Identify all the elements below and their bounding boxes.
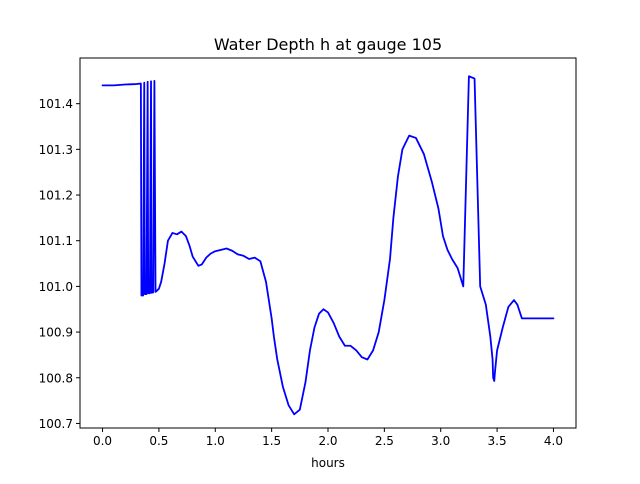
y-tick-label: 100.7 — [39, 417, 73, 431]
y-tick-label: 101.3 — [39, 143, 73, 157]
y-tick-label: 100.9 — [39, 326, 73, 340]
x-axis: 0.0 0.5 1.0 1.5 2.0 2.5 3.0 3.5 4.0 — [93, 428, 563, 448]
x-tick-label: 0.0 — [93, 434, 112, 448]
data-marks — [101, 75, 555, 416]
x-tick-label: 2.0 — [318, 434, 337, 448]
x-tick-label: 3.0 — [431, 434, 450, 448]
chart-title: Water Depth h at gauge 105 — [214, 35, 442, 54]
y-tick-label: 101.0 — [39, 280, 73, 294]
y-tick-label: 101.4 — [39, 97, 73, 111]
series-line — [101, 75, 555, 416]
y-tick-label: 101.2 — [39, 189, 73, 203]
x-tick-label: 1.5 — [262, 434, 281, 448]
x-axis-label: hours — [311, 456, 345, 470]
plot-frame — [79, 57, 577, 429]
y-axis: 100.7 100.8 100.9 101.0 101.1 101.2 101.3 101.4 — [39, 97, 80, 431]
y-tick-label: 100.8 — [39, 371, 73, 385]
x-tick-label: 2.5 — [375, 434, 394, 448]
x-tick-label: 0.5 — [149, 434, 168, 448]
y-tick-label: 101.1 — [39, 234, 73, 248]
x-tick-label: 4.0 — [544, 434, 563, 448]
x-tick-label: 1.0 — [206, 434, 225, 448]
x-tick-label: 3.5 — [488, 434, 507, 448]
